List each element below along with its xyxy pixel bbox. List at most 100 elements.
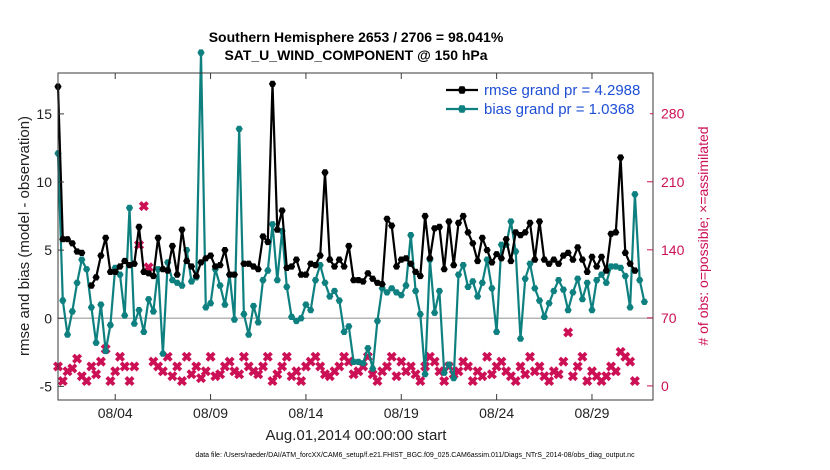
obs-marker: [510, 376, 521, 386]
obs-marker: [119, 361, 130, 372]
bias-point: [154, 266, 162, 273]
rmse-point: [221, 247, 229, 254]
obs-marker: [124, 376, 135, 386]
rmse-point: [102, 234, 110, 241]
obs-marker: [572, 361, 583, 372]
rmse-point: [617, 154, 625, 161]
bias-point: [440, 369, 448, 376]
legend-bias-marker: [458, 105, 466, 113]
bias-point: [259, 277, 267, 284]
bias-point: [249, 302, 258, 310]
bias-point: [416, 311, 424, 318]
bias-point: [445, 361, 453, 368]
bias-point: [392, 289, 401, 296]
rmse-point: [388, 222, 396, 229]
rmse-point: [130, 260, 138, 267]
rmse-point: [502, 236, 510, 243]
rmse-point: [288, 263, 296, 270]
rmse-point: [192, 272, 200, 280]
rmse-point: [240, 260, 248, 267]
rmse-point: [555, 260, 563, 267]
obs-marker: [67, 363, 78, 374]
bias-point: [330, 287, 339, 295]
bias-point: [540, 313, 548, 320]
obs-marker: [553, 369, 564, 380]
rmse-point: [521, 229, 529, 236]
bias-series: [54, 49, 648, 382]
obs-marker: [396, 356, 407, 367]
bias-point: [373, 317, 381, 325]
bias-point: [230, 316, 238, 323]
bias-point: [221, 301, 229, 308]
rmse-point: [631, 267, 639, 274]
rmse-point: [202, 255, 210, 262]
obs-marker: [496, 356, 507, 367]
bias-point: [254, 319, 262, 326]
bias-point: [125, 204, 134, 211]
rmse-point: [350, 277, 358, 284]
rmse-point: [440, 266, 448, 273]
bias-point: [583, 279, 591, 286]
bias-point: [383, 289, 391, 296]
bias-point: [316, 262, 324, 269]
bias-point: [550, 287, 558, 295]
bias-point: [407, 232, 415, 239]
bias-point: [569, 289, 577, 296]
obs-marker: [415, 376, 426, 386]
obs-marker: [296, 376, 307, 386]
rmse-point: [535, 218, 544, 225]
bias-point: [240, 311, 248, 318]
obs-marker: [200, 366, 211, 377]
obs-marker: [234, 369, 245, 380]
bias-point: [350, 358, 358, 365]
obs-marker: [544, 376, 555, 386]
rmse-point: [512, 229, 520, 236]
y-tick-label: 0: [44, 310, 52, 326]
x-tick-label: 08/09: [193, 405, 228, 421]
bias-point: [588, 307, 596, 314]
rmse-point: [545, 260, 553, 267]
bias-point: [388, 285, 396, 292]
obs-marker: [563, 327, 574, 338]
bias-point: [397, 292, 405, 299]
bias-point: [555, 277, 563, 284]
bias-point: [474, 293, 482, 300]
bias-point: [574, 275, 582, 282]
legend-rmse-marker: [458, 86, 466, 94]
obs-marker: [482, 351, 493, 362]
rmse-point: [378, 281, 386, 288]
rmse-point: [178, 226, 186, 233]
obs-marker: [95, 356, 106, 367]
bias-point: [493, 328, 501, 335]
rmse-point: [145, 270, 153, 277]
bias-point: [640, 298, 648, 305]
bias-point: [59, 297, 67, 304]
rmse-point: [578, 256, 586, 263]
rmse-point: [369, 275, 377, 282]
bias-point: [626, 304, 634, 311]
obs-marker: [115, 351, 125, 362]
legend-bias-label: bias grand pr = 1.0368: [484, 101, 635, 118]
obs-marker: [582, 376, 593, 386]
rmse-point: [407, 260, 415, 267]
obs-marker: [534, 361, 545, 372]
obs-marker: [601, 371, 612, 382]
rmse-point: [550, 256, 558, 263]
bias-point: [421, 371, 429, 378]
chart-title-line1: Southern Hemisphere 2653 / 2706 = 98.041…: [209, 29, 504, 45]
obs-marker: [467, 376, 478, 386]
rmse-point: [207, 252, 215, 259]
obs-marker: [291, 366, 302, 377]
bias-point: [402, 282, 410, 289]
y-tick-label: 5: [44, 242, 52, 258]
bias-point: [535, 297, 544, 304]
obs-marker: [386, 351, 397, 362]
rmse-point: [216, 262, 224, 269]
bias-line: [56, 51, 646, 380]
bias-point: [202, 304, 210, 311]
rmse-point: [187, 263, 196, 270]
rmse-point: [335, 256, 343, 263]
rmse-point: [464, 229, 472, 236]
rmse-point: [268, 80, 277, 87]
rmse-point: [483, 247, 491, 254]
